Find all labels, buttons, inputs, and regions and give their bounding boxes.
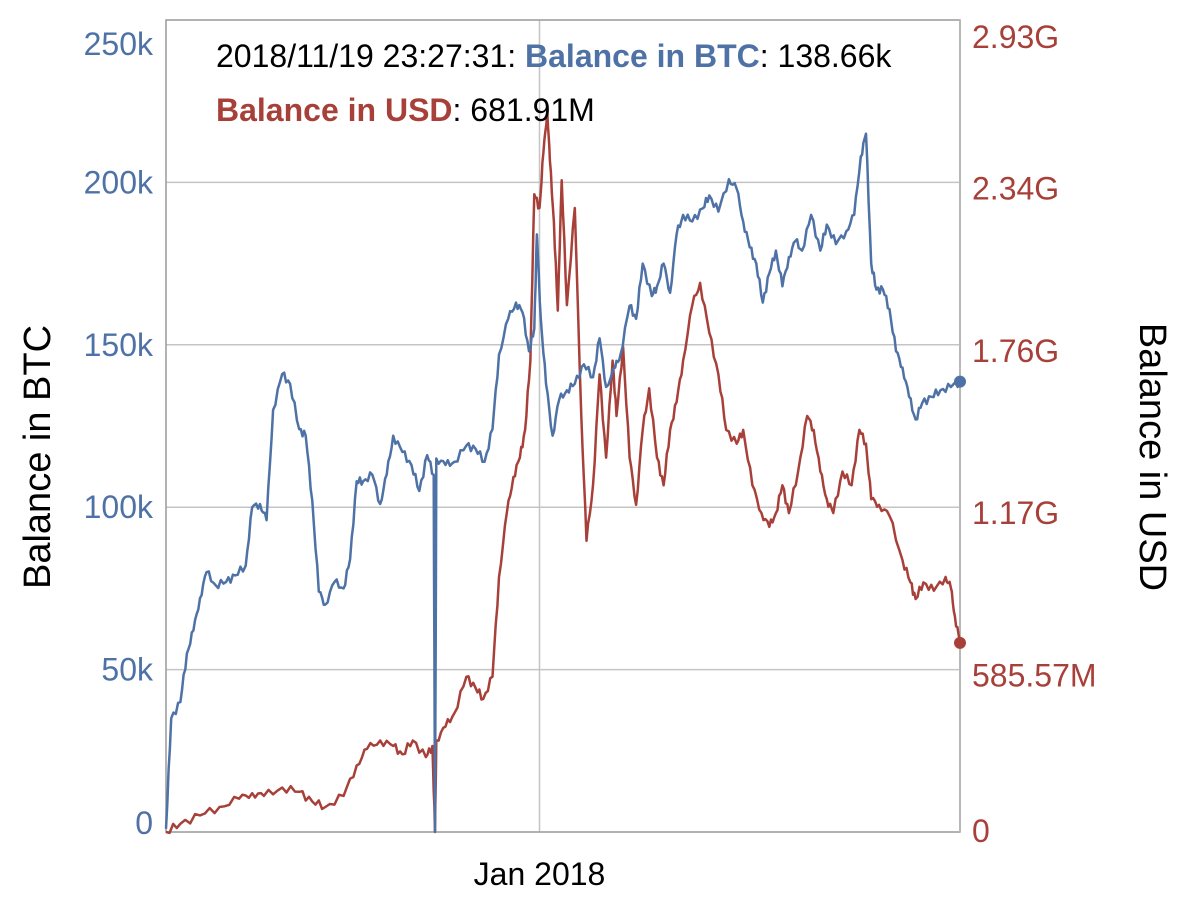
tooltip-sep-1: : [507,38,525,74]
series-line-btc[interactable] [164,132,962,834]
hover-tooltip: 2018/11/19 23:27:31: Balance in BTC: 138… [216,38,892,128]
left-tick-label: 150k [84,327,154,363]
series-marker-usd [954,636,966,649]
x-axis-ticks: Jan 2018 [474,856,606,892]
tooltip-btc-label: Balance in BTC [525,38,760,74]
right-tick-label: 1.76G [972,333,1059,369]
tooltip-sep-3: : [453,92,471,128]
left-tick-label: 0 [135,805,153,841]
left-tick-label: 100k [84,489,154,525]
left-tick-label: 50k [101,652,154,688]
series-line-usd[interactable] [165,109,962,835]
grid-lines [166,20,960,832]
tooltip-line-1: 2018/11/19 23:27:31: Balance in BTC: 138… [216,38,892,74]
tooltip-btc-value: 138.66k [778,38,893,74]
right-axis-title: Balance in USD [1131,323,1173,591]
right-tick-label: 585.57M [972,658,1097,694]
right-tick-label: 0 [972,813,990,849]
right-tick-label: 1.17G [972,495,1059,531]
right-axis-ticks: 0 585.57M 1.17G 1.76G 2.34G 2.93G [972,19,1097,849]
series-layer[interactable] [164,109,966,835]
left-axis-title: Balance in BTC [17,325,59,589]
right-tick-label: 2.34G [972,170,1059,206]
tooltip-sep-2: : [760,38,778,74]
left-tick-label: 200k [84,164,154,200]
left-tick-label: 250k [84,26,154,62]
tooltip-usd-label: Balance in USD [216,92,453,128]
left-axis-ticks: 0 50k 100k 150k 200k 250k [84,26,154,841]
plot-frame [165,19,961,833]
tooltip-usd-value: 681.91M [470,92,595,128]
tooltip-timestamp: 2018/11/19 23:27:31 [216,38,507,74]
x-tick-label: Jan 2018 [474,856,606,892]
right-tick-label: 2.93G [972,19,1059,55]
tooltip-line-2: Balance in USD: 681.91M [216,92,595,128]
series-marker-btc [954,375,966,388]
